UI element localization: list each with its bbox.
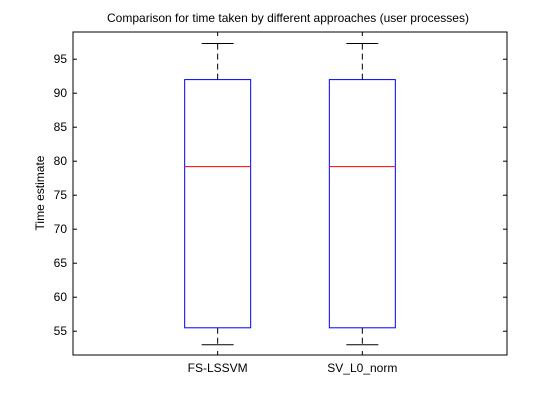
y-tick-label: 70 (54, 222, 68, 236)
chart-title: Comparison for time taken by different a… (107, 11, 469, 25)
box-series (184, 43, 396, 346)
y-tick-label: 60 (54, 290, 68, 304)
interquartile-box (328, 79, 396, 329)
x-tick-label: SV_L0_norm (327, 361, 397, 375)
y-tick-label: 75 (54, 188, 68, 202)
y-axis-label: Time estimate (33, 155, 47, 230)
box-1 (184, 43, 252, 346)
y-axis: 55 60 65 70 75 80 85 90 95 (54, 52, 507, 338)
plot-area (72, 31, 508, 356)
y-tick-label: 95 (54, 52, 68, 66)
interquartile-box (184, 79, 252, 329)
y-tick-label: 80 (54, 154, 68, 168)
y-tick-label: 90 (54, 86, 68, 100)
y-tick-label: 85 (54, 120, 68, 134)
x-tick-label: FS-LSSVM (188, 361, 248, 375)
box-2 (328, 43, 396, 346)
x-axis: FS-LSSVM SV_L0_norm (188, 32, 397, 375)
y-tick-label: 65 (54, 256, 68, 270)
y-tick-label: 55 (54, 324, 68, 338)
